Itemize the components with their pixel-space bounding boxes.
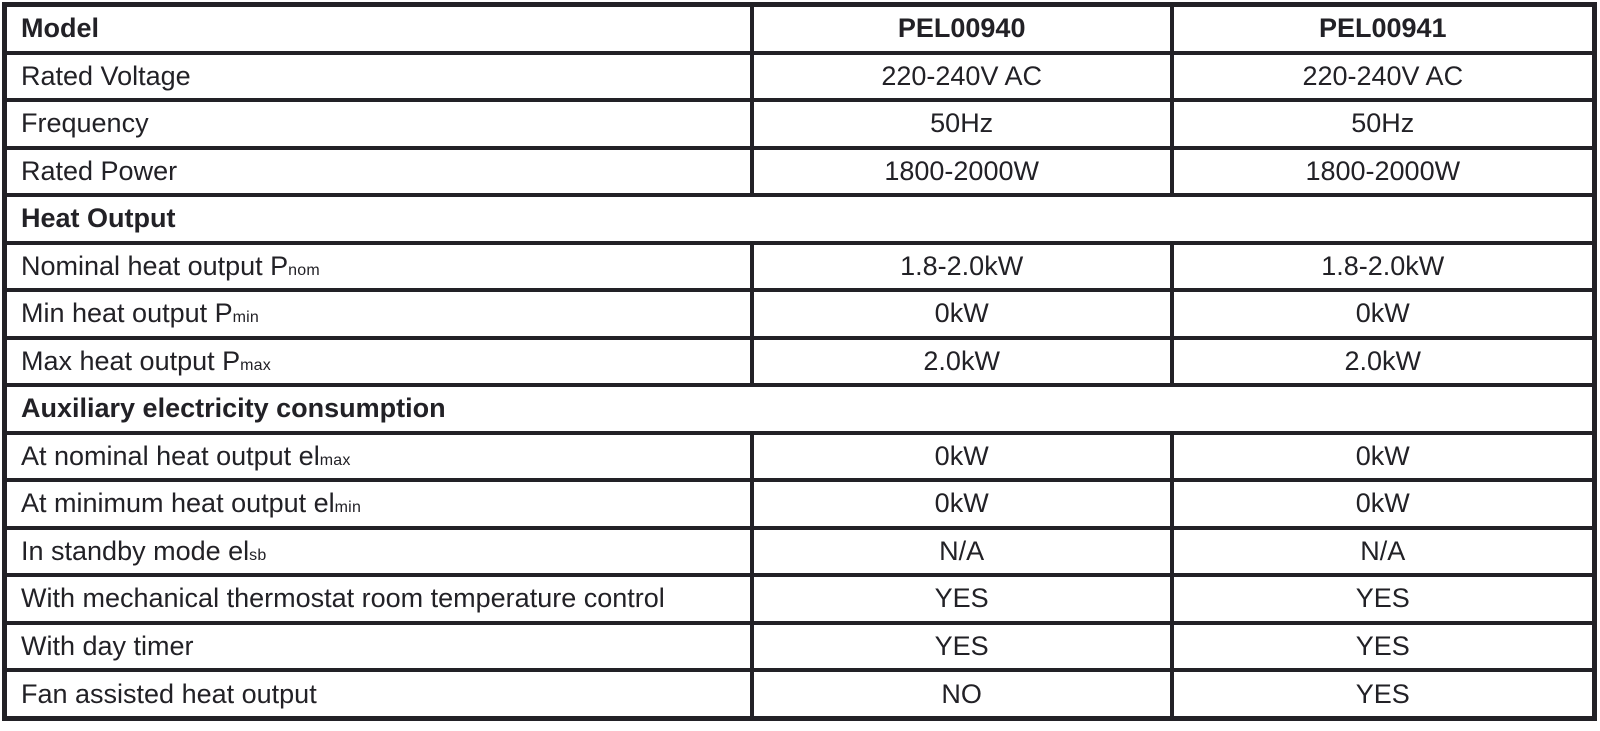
row-label: Max heat output Pmax — [2, 335, 754, 388]
table-row: At nominal heat output elmax 0kW 0kW — [2, 430, 1597, 483]
row-label-text: Min heat output P — [21, 298, 233, 329]
row-value-pel00941: 0kW — [1169, 478, 1597, 530]
row-value-pel00940: YES — [749, 573, 1174, 625]
table-row: With day timer YES YES — [2, 620, 1597, 673]
row-label: At minimum heat output elmin — [2, 478, 754, 530]
table-row: Max heat output Pmax 2.0kW 2.0kW — [2, 335, 1597, 388]
row-value-pel00940: 1.8-2.0kW — [749, 240, 1174, 293]
row-value-pel00941: N/A — [1169, 525, 1597, 578]
row-value-pel00941: YES — [1169, 573, 1597, 625]
row-label: Rated Voltage — [2, 50, 754, 103]
header-cell-pel00940: PEL00940 — [749, 2, 1174, 55]
row-label-text: Max heat output P — [21, 345, 241, 376]
row-label: Frequency — [2, 98, 754, 150]
table-row: Min heat output Pmin 0kW 0kW — [2, 288, 1597, 340]
row-label-text: With mechanical thermostat room temperat… — [21, 583, 665, 614]
row-value-pel00941: 0kW — [1169, 288, 1597, 340]
row-value-pel00941: 2.0kW — [1169, 335, 1597, 388]
row-label-text: At minimum heat output el — [21, 488, 335, 519]
row-value-pel00941: 1.8-2.0kW — [1169, 240, 1597, 293]
row-value-pel00940: 1800-2000W — [749, 145, 1174, 198]
row-label-text: Fan assisted heat output — [21, 678, 317, 709]
row-label-text: Rated Power — [21, 155, 178, 186]
table-row: Rated Voltage 220-240V AC 220-240V AC — [2, 50, 1597, 103]
subscript: max — [319, 451, 351, 469]
row-value-pel00940: 2.0kW — [749, 335, 1174, 388]
section-header: Heat Output — [2, 193, 1597, 245]
subscript: max — [240, 356, 271, 374]
row-value-pel00941: YES — [1169, 620, 1597, 673]
table-row: At minimum heat output elmin 0kW 0kW — [2, 478, 1597, 530]
table-row: Frequency 50Hz 50Hz — [2, 98, 1597, 150]
row-label-text: In standby mode el — [21, 535, 250, 566]
subscript: min — [232, 309, 260, 327]
table-row: Nominal heat output Pnom 1.8-2.0kW 1.8-2… — [2, 240, 1597, 293]
subscript: sb — [249, 546, 267, 564]
row-value-pel00940: YES — [749, 620, 1174, 673]
subscript: min — [334, 499, 362, 517]
row-label: Min heat output Pmin — [2, 288, 754, 340]
row-label: At nominal heat output elmax — [2, 430, 754, 483]
row-value-pel00941: 50Hz — [1169, 98, 1597, 150]
row-label: Nominal heat output Pnom — [2, 240, 754, 293]
row-value-pel00940: 220-240V AC — [749, 50, 1174, 103]
row-label: Fan assisted heat output — [2, 668, 754, 721]
row-label: With day timer — [2, 620, 754, 673]
table-row: Rated Power 1800-2000W 1800-2000W — [2, 145, 1597, 198]
row-value-pel00940: 0kW — [749, 478, 1174, 530]
section-row-heat-output: Heat Output — [2, 193, 1597, 245]
row-value-pel00940: 50Hz — [749, 98, 1174, 150]
row-label-text: Rated Voltage — [21, 60, 191, 91]
row-value-pel00941: 0kW — [1169, 430, 1597, 483]
table-row: With mechanical thermostat room temperat… — [2, 573, 1597, 625]
row-value-pel00941: 220-240V AC — [1169, 50, 1597, 103]
header-cell-pel00941: PEL00941 — [1169, 2, 1597, 55]
row-label-text: Frequency — [21, 108, 149, 139]
table-row: Fan assisted heat output NO YES — [2, 668, 1597, 721]
row-label: With mechanical thermostat room temperat… — [2, 573, 754, 625]
row-label: Rated Power — [2, 145, 754, 198]
subscript: nom — [288, 261, 320, 279]
header-cell-model: Model — [2, 2, 754, 55]
section-header: Auxiliary electricity consumption — [2, 383, 1597, 435]
table-row: In standby mode elsb N/A N/A — [2, 525, 1597, 578]
row-label-text: Nominal heat output P — [21, 250, 289, 281]
row-value-pel00940: NO — [749, 668, 1174, 721]
row-label-text: At nominal heat output el — [21, 440, 320, 471]
section-row-auxiliary: Auxiliary electricity consumption — [2, 383, 1597, 435]
row-value-pel00940: 0kW — [749, 430, 1174, 483]
row-value-pel00941: YES — [1169, 668, 1597, 721]
row-label-text: With day timer — [21, 630, 194, 661]
header-row: Model PEL00940 PEL00941 — [2, 2, 1597, 55]
row-value-pel00941: 1800-2000W — [1169, 145, 1597, 198]
row-label: In standby mode elsb — [2, 525, 754, 578]
row-value-pel00940: N/A — [749, 525, 1174, 578]
row-value-pel00940: 0kW — [749, 288, 1174, 340]
